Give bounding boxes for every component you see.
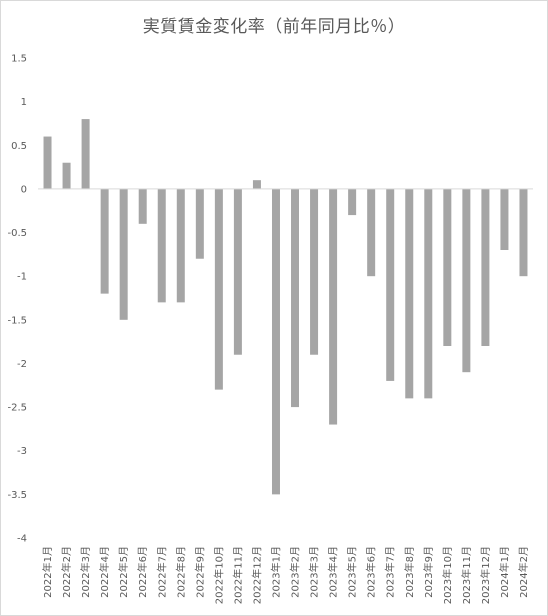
bar xyxy=(43,136,52,189)
x-category-label: 2023年7月 xyxy=(384,546,397,598)
bar xyxy=(519,188,528,277)
x-category-label: 2023年9月 xyxy=(422,546,435,598)
bar xyxy=(424,188,433,399)
bar xyxy=(405,188,414,399)
y-tick-label: -0.5 xyxy=(7,228,27,239)
x-category-label: 2022年5月 xyxy=(117,546,130,598)
y-tick-label: 1.5 xyxy=(11,54,27,65)
x-category-label: 2024年2月 xyxy=(517,546,530,598)
y-tick-label: -1 xyxy=(17,272,27,283)
x-category-label: 2022年4月 xyxy=(98,546,111,598)
x-category-label: 2022年8月 xyxy=(174,546,187,598)
bar xyxy=(462,188,471,373)
x-category-label: 2022年10月 xyxy=(212,546,225,604)
x-category-label: 2022年1月 xyxy=(41,546,54,598)
x-category-label: 2022年7月 xyxy=(155,546,168,598)
x-category-label: 2023年4月 xyxy=(327,546,340,598)
bar xyxy=(386,188,395,381)
bar xyxy=(233,188,242,355)
y-tick-label: -2 xyxy=(17,359,27,370)
bar xyxy=(310,188,319,355)
bar xyxy=(271,188,280,495)
y-tick-label: 1 xyxy=(21,97,27,108)
bar xyxy=(81,119,90,189)
x-category-label: 2023年11月 xyxy=(460,546,473,604)
y-tick-label: -1.5 xyxy=(7,315,27,326)
chart-title: 実質賃金変化率（前年同月比％） xyxy=(142,17,406,37)
bar xyxy=(252,180,261,189)
bar xyxy=(367,188,376,277)
y-tick-label: -2.5 xyxy=(7,403,27,414)
bar xyxy=(119,188,128,320)
x-category-label: 2022年12月 xyxy=(250,546,263,604)
y-tick-label: 0.5 xyxy=(11,141,27,152)
y-tick-label: 0 xyxy=(21,184,27,195)
bars xyxy=(43,119,528,495)
x-category-label: 2023年6月 xyxy=(365,546,378,598)
bar xyxy=(214,188,223,390)
bar xyxy=(329,188,338,425)
x-category-label: 2022年9月 xyxy=(193,546,206,598)
bar xyxy=(157,188,166,303)
bar xyxy=(195,188,204,259)
x-category-label: 2022年3月 xyxy=(79,546,92,598)
x-category-label: 2024年1月 xyxy=(498,546,511,598)
x-category-label: 2023年2月 xyxy=(289,546,302,598)
x-category-label: 2022年2月 xyxy=(60,546,73,598)
x-category-label: 2022年6月 xyxy=(136,546,149,598)
x-category-label: 2023年5月 xyxy=(346,546,359,598)
x-category-label: 2022年11月 xyxy=(231,546,244,604)
x-category-label: 2023年8月 xyxy=(403,546,416,598)
y-tick-label: -3 xyxy=(17,446,27,457)
x-category-label: 2023年12月 xyxy=(479,546,492,604)
bar xyxy=(176,188,185,303)
bar xyxy=(500,188,509,250)
bar xyxy=(138,188,147,224)
x-category-label: 2023年1月 xyxy=(269,546,282,598)
y-tick-label: -3.5 xyxy=(7,490,27,501)
bar xyxy=(62,162,71,189)
x-axis: 2022年1月 2022年2月 2022年3月 2022年4月 2022年5月 2022年… xyxy=(41,546,530,604)
x-category-label: 2023年10月 xyxy=(441,546,454,604)
y-axis: 1.5 1 0.5 0 -0.5 -1 -1.5 -2 -2.5 -3 -3.5 -4 xyxy=(7,54,27,545)
bar xyxy=(291,188,300,408)
bar xyxy=(348,188,357,216)
bar xyxy=(100,188,109,294)
bar xyxy=(443,188,452,346)
y-tick-label: -4 xyxy=(17,534,27,545)
x-category-label: 2023年3月 xyxy=(308,546,321,598)
bar xyxy=(481,188,490,346)
